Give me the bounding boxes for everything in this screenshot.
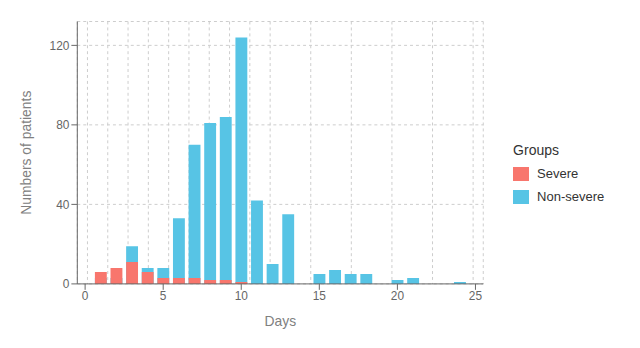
svg-text:120: 120 xyxy=(50,39,70,53)
svg-text:40: 40 xyxy=(56,198,70,212)
svg-text:0: 0 xyxy=(82,289,89,303)
html-text:Non-severe: Non-severe xyxy=(537,189,605,204)
html-text:Severe: Severe xyxy=(537,166,579,181)
svg-text:Numbers of patients: Numbers of patients xyxy=(18,91,34,215)
svg-text:Days: Days xyxy=(265,313,297,329)
svg-text:20: 20 xyxy=(391,289,405,303)
svg-text:15: 15 xyxy=(313,289,327,303)
svg-text:0: 0 xyxy=(63,277,70,291)
svg-text:10: 10 xyxy=(235,289,249,303)
html-text:Groups: Groups xyxy=(513,142,559,158)
svg-text:80: 80 xyxy=(56,118,70,132)
svg-text:25: 25 xyxy=(469,289,483,303)
svg-text:5: 5 xyxy=(160,289,167,303)
